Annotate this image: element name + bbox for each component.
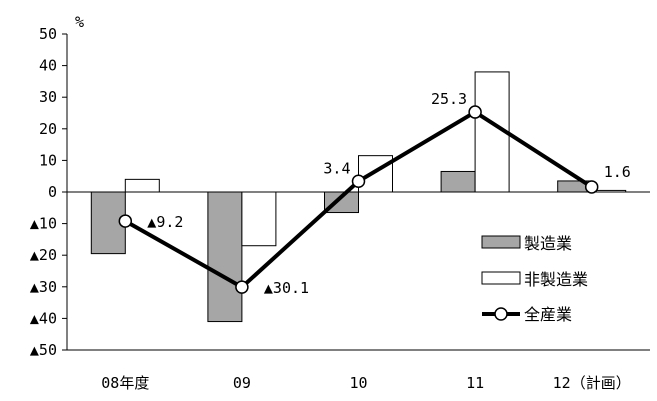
line-point xyxy=(468,105,482,119)
data-labels: ▲9.2 ▲30.1 3.4 25.3 1.6 xyxy=(147,90,630,297)
legend-swatch-marker xyxy=(494,307,508,321)
y-tick-label: 10 xyxy=(39,151,57,169)
legend-label-manufacturing: 製造業 xyxy=(524,234,572,253)
y-tick-label: ▲40 xyxy=(30,309,57,327)
legend-swatch-manufacturing xyxy=(481,235,521,249)
data-label: 25.3 xyxy=(431,90,467,108)
line-point xyxy=(351,174,366,189)
bar-manufacturing xyxy=(207,191,243,323)
bar-non-manufacturing xyxy=(241,191,277,247)
x-tick-label: 11 xyxy=(466,374,484,392)
line-point xyxy=(118,214,133,228)
legend-label-non-manufacturing: 非製造業 xyxy=(524,270,588,289)
data-label: ▲30.1 xyxy=(264,279,309,297)
y-tick-label: ▲10 xyxy=(30,215,57,233)
line-point xyxy=(235,280,249,294)
legend-swatch-non-manufacturing xyxy=(481,271,521,285)
legend-label-all-industries: 全産業 xyxy=(524,305,572,324)
line-series xyxy=(118,105,599,294)
x-tick-label: 10 xyxy=(349,374,367,392)
x-tick-label: 09 xyxy=(233,374,251,392)
line-point xyxy=(584,180,599,194)
data-label: ▲9.2 xyxy=(147,213,183,231)
y-tick-label: 0 xyxy=(48,183,57,201)
bar-non-manufacturing xyxy=(358,155,393,193)
x-tick-label: 08年度 xyxy=(101,374,149,392)
y-tick-label: ▲20 xyxy=(30,246,57,264)
y-tick-label: ▲50 xyxy=(30,341,57,359)
unit-label: % xyxy=(75,13,84,31)
y-tick-label: ▲30 xyxy=(30,278,57,296)
bar-manufacturing xyxy=(324,191,359,214)
y-tick-label: 40 xyxy=(39,57,57,75)
x-tick-label: 12（計画） xyxy=(553,374,631,392)
bar-non-manufacturing xyxy=(124,178,160,193)
bar-manufacturing xyxy=(440,170,476,193)
data-label: 3.4 xyxy=(323,159,350,177)
y-tick-label: 30 xyxy=(39,88,57,106)
data-label: 1.6 xyxy=(604,163,631,181)
axes: 50 40 30 20 10 0 ▲10 ▲20 ▲30 ▲40 ▲50% 08年度 09 10 11 12（… xyxy=(30,13,650,392)
y-tick-label: 50 xyxy=(39,25,57,43)
y-tick-label: 20 xyxy=(39,120,57,138)
